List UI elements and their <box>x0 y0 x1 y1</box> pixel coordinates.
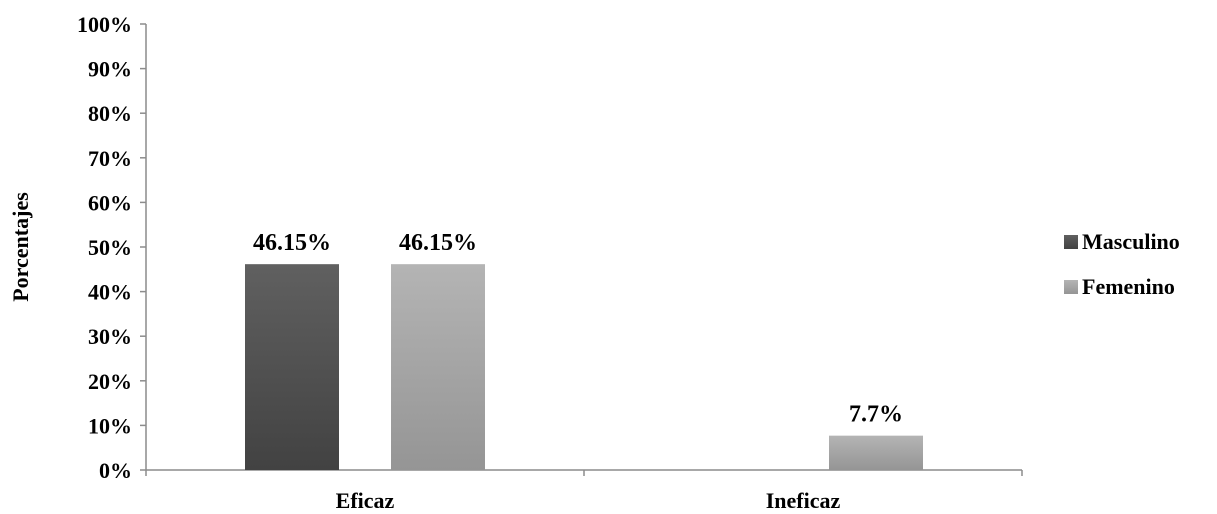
data-label: 46.15% <box>399 230 477 256</box>
y-tick-label: 80% <box>88 101 132 126</box>
x-tick-label: Eficaz <box>336 488 395 513</box>
y-tick-label: 30% <box>88 324 132 349</box>
legend-swatch <box>1064 235 1078 249</box>
y-axis-label: Porcentajes <box>8 192 33 302</box>
x-tick-label: Ineficaz <box>766 488 841 513</box>
legend: Masculino Femenino <box>1064 229 1180 299</box>
bar-masculino-eficaz <box>245 264 339 470</box>
y-tick-label: 70% <box>88 146 132 171</box>
data-label: 7.7% <box>849 402 903 428</box>
legend-label: Masculino <box>1082 229 1180 254</box>
y-tick-label: 40% <box>88 280 132 305</box>
y-tick-label: 20% <box>88 369 132 394</box>
legend-label: Femenino <box>1082 274 1175 299</box>
bars <box>245 264 923 470</box>
y-axis <box>140 23 147 471</box>
bar-femenino-eficaz <box>391 264 485 470</box>
y-tick-label: 90% <box>88 57 132 82</box>
legend-swatch <box>1064 280 1078 294</box>
y-tick-label: 100% <box>77 12 132 37</box>
y-tick-label: 10% <box>88 413 132 438</box>
y-tick-label: 60% <box>88 190 132 215</box>
bar-femenino-ineficaz <box>829 435 923 470</box>
data-labels: 46.15% 46.15% 7.7% <box>253 230 903 427</box>
data-label: 46.15% <box>253 230 331 256</box>
x-axis <box>145 469 1023 476</box>
y-tick-labels: 0% 10% 20% 30% 40% 50% 60% 70% 80% 90% 100% <box>77 12 132 483</box>
y-tick-label: 50% <box>88 235 132 260</box>
x-tick-labels: Eficaz Ineficaz <box>336 488 841 513</box>
y-tick-label: 0% <box>99 458 132 483</box>
